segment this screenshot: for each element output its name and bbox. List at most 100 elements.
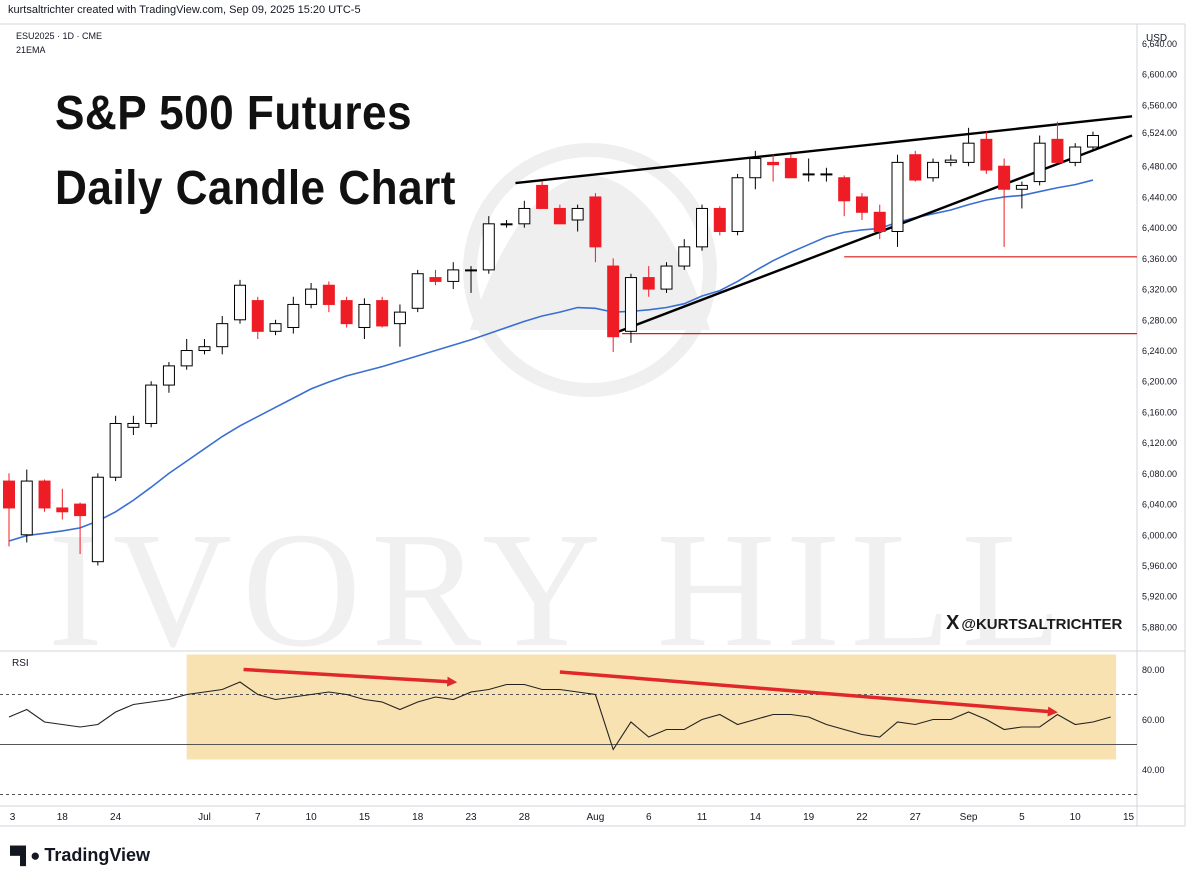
candle[interactable] xyxy=(20,469,33,543)
candle[interactable] xyxy=(891,154,904,247)
candle[interactable] xyxy=(571,204,584,232)
tradingview-brand-text: TradingView xyxy=(44,845,151,865)
tradingview-logo[interactable]: ▀▌● TradingView xyxy=(10,845,150,866)
candle[interactable] xyxy=(1033,135,1046,186)
candle[interactable] xyxy=(340,296,353,328)
candle[interactable] xyxy=(784,154,797,179)
candle[interactable] xyxy=(305,282,318,309)
candle-body xyxy=(38,480,51,509)
price-tick-label: 5,920.00 xyxy=(1142,592,1177,602)
candle[interactable] xyxy=(3,473,15,547)
time-tick-label: 6 xyxy=(646,812,652,823)
candle[interactable] xyxy=(589,193,602,263)
candle[interactable] xyxy=(998,158,1011,247)
chart-title-line2: Daily Candle Chart xyxy=(55,162,456,215)
candlestick-series[interactable] xyxy=(3,121,1099,566)
candle[interactable] xyxy=(500,219,513,228)
candle-body xyxy=(180,350,193,367)
candle[interactable] xyxy=(411,269,424,313)
candle[interactable] xyxy=(713,206,726,236)
candle[interactable] xyxy=(269,319,282,336)
candle[interactable] xyxy=(820,167,833,182)
currency-label[interactable]: USD xyxy=(1146,33,1168,44)
candle[interactable] xyxy=(38,479,51,512)
rsi-pane: 40.00 60.00 80.00 xyxy=(0,654,1165,795)
candle[interactable] xyxy=(251,296,264,339)
candle[interactable] xyxy=(376,296,389,328)
price-tick-label: 6,240.00 xyxy=(1142,346,1177,356)
price-tick-label: 6,320.00 xyxy=(1142,285,1177,295)
time-tick-label: 18 xyxy=(412,812,424,823)
trend-arrow xyxy=(243,667,458,687)
candle-body xyxy=(109,422,122,478)
candle[interactable] xyxy=(180,339,193,370)
candle[interactable] xyxy=(358,298,371,339)
trend-arrow xyxy=(559,670,1058,717)
candle[interactable] xyxy=(553,204,566,225)
candle[interactable] xyxy=(1069,143,1082,167)
candle[interactable] xyxy=(927,158,940,182)
candle[interactable] xyxy=(429,269,442,286)
candle-body xyxy=(376,300,389,327)
x-logo-icon: X xyxy=(946,612,960,634)
candle[interactable] xyxy=(91,473,104,566)
candle[interactable] xyxy=(234,279,247,324)
candle-body xyxy=(980,138,993,171)
candle[interactable] xyxy=(536,181,549,209)
candle[interactable] xyxy=(980,131,993,174)
candle[interactable] xyxy=(287,296,300,334)
candle[interactable] xyxy=(216,315,229,355)
candle[interactable] xyxy=(678,239,691,270)
rsi-line xyxy=(8,681,1111,751)
candle[interactable] xyxy=(731,173,744,236)
candle[interactable] xyxy=(482,216,495,274)
rsi-label[interactable]: RSI xyxy=(12,658,29,669)
symbol-label[interactable]: ESU2025 · 1D · CME xyxy=(16,31,103,41)
candle[interactable] xyxy=(518,200,531,228)
candle-body xyxy=(624,277,637,332)
time-tick-label: 3 xyxy=(10,812,16,823)
candle[interactable] xyxy=(56,488,69,520)
time-axis: 3 18 24 Jul 7 10 15 18 23 28 Aug 6 11 14 19 22 27 Sep 5 10 1… xyxy=(10,812,1135,823)
candle[interactable] xyxy=(74,502,87,555)
candle[interactable] xyxy=(127,415,140,435)
candle[interactable] xyxy=(624,273,637,343)
candle[interactable] xyxy=(767,154,780,182)
rsi-highlight-zone xyxy=(186,654,1117,760)
candle[interactable] xyxy=(1015,181,1028,209)
candle[interactable] xyxy=(660,262,673,293)
candle[interactable] xyxy=(642,266,655,297)
candle[interactable] xyxy=(855,193,868,220)
candle[interactable] xyxy=(607,258,620,353)
candle[interactable] xyxy=(696,204,709,251)
candle[interactable] xyxy=(162,362,175,393)
candle-body xyxy=(1086,135,1099,148)
candle[interactable] xyxy=(1051,121,1064,163)
price-tick-label: 5,960.00 xyxy=(1142,561,1177,571)
candle[interactable] xyxy=(873,204,886,240)
candle[interactable] xyxy=(198,339,211,355)
candle[interactable] xyxy=(944,154,957,167)
candle[interactable] xyxy=(447,262,460,290)
ema-indicator-label[interactable]: 21EMA xyxy=(16,45,46,55)
candle-body xyxy=(3,480,15,509)
time-tick-label: 15 xyxy=(1123,812,1135,823)
time-tick-label: 5 xyxy=(1019,812,1025,823)
candle[interactable] xyxy=(322,281,335,313)
candle[interactable] xyxy=(838,175,851,217)
candle[interactable] xyxy=(909,150,922,182)
candle[interactable] xyxy=(802,158,815,182)
candle[interactable] xyxy=(1086,131,1099,151)
candle[interactable] xyxy=(109,415,122,482)
candle[interactable] xyxy=(749,150,762,190)
candle-body xyxy=(56,507,69,513)
candle[interactable] xyxy=(393,304,406,347)
tradingview-logo-icon: ▀▌● xyxy=(10,846,40,865)
candle[interactable] xyxy=(465,266,478,293)
time-tick-label: 28 xyxy=(519,812,531,823)
candle[interactable] xyxy=(962,127,975,167)
candle-body xyxy=(571,207,584,221)
candle-body xyxy=(678,246,691,267)
candle[interactable] xyxy=(145,381,158,428)
